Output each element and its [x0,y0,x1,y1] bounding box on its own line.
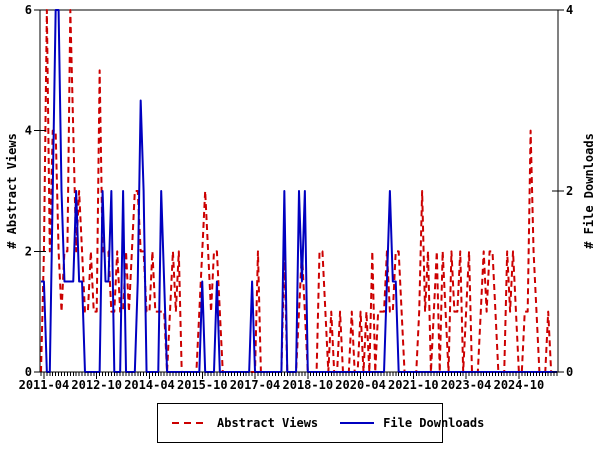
x-tick-label: 2023-04 [441,378,492,392]
x-tick-label: 2024-10 [494,378,545,392]
right-tick-label: 2 [566,184,573,198]
x-tick-label: 2020-04 [335,378,386,392]
left-tick-label: 2 [25,244,32,258]
left-axis-title: # Abstract Views [5,133,19,249]
axis-ticks [34,9,564,379]
x-tick-label: 2014-04 [124,378,175,392]
axis-tick-labels: 2011-04 2012-10 2014-04 2015-10 2017-04 2018-… [19,3,574,392]
file-downloads-line-sample [340,422,375,424]
x-tick-label: 2012-10 [71,378,122,392]
legend-label-file-downloads: File Downloads [383,416,485,430]
left-tick-label: 6 [25,3,32,17]
x-tick-label: 2018-10 [283,378,334,392]
abstract-views-line-sample [172,422,208,424]
right-tick-label: 4 [566,3,573,17]
x-tick-label: 2015-10 [177,378,228,392]
left-tick-label: 0 [25,365,32,379]
left-tick-label: 4 [25,124,32,138]
right-tick-label: 0 [566,365,573,379]
right-axis-title: # File Downloads [582,133,596,249]
x-tick-label: 2017-04 [230,378,281,392]
file-downloads-line [41,9,557,373]
legend: Abstract Views File Downloads [157,403,484,443]
x-tick-label: 2011-04 [19,378,70,392]
x-tick-label: 2021-10 [388,378,439,392]
legend-label-abstract-views: Abstract Views [217,416,319,430]
